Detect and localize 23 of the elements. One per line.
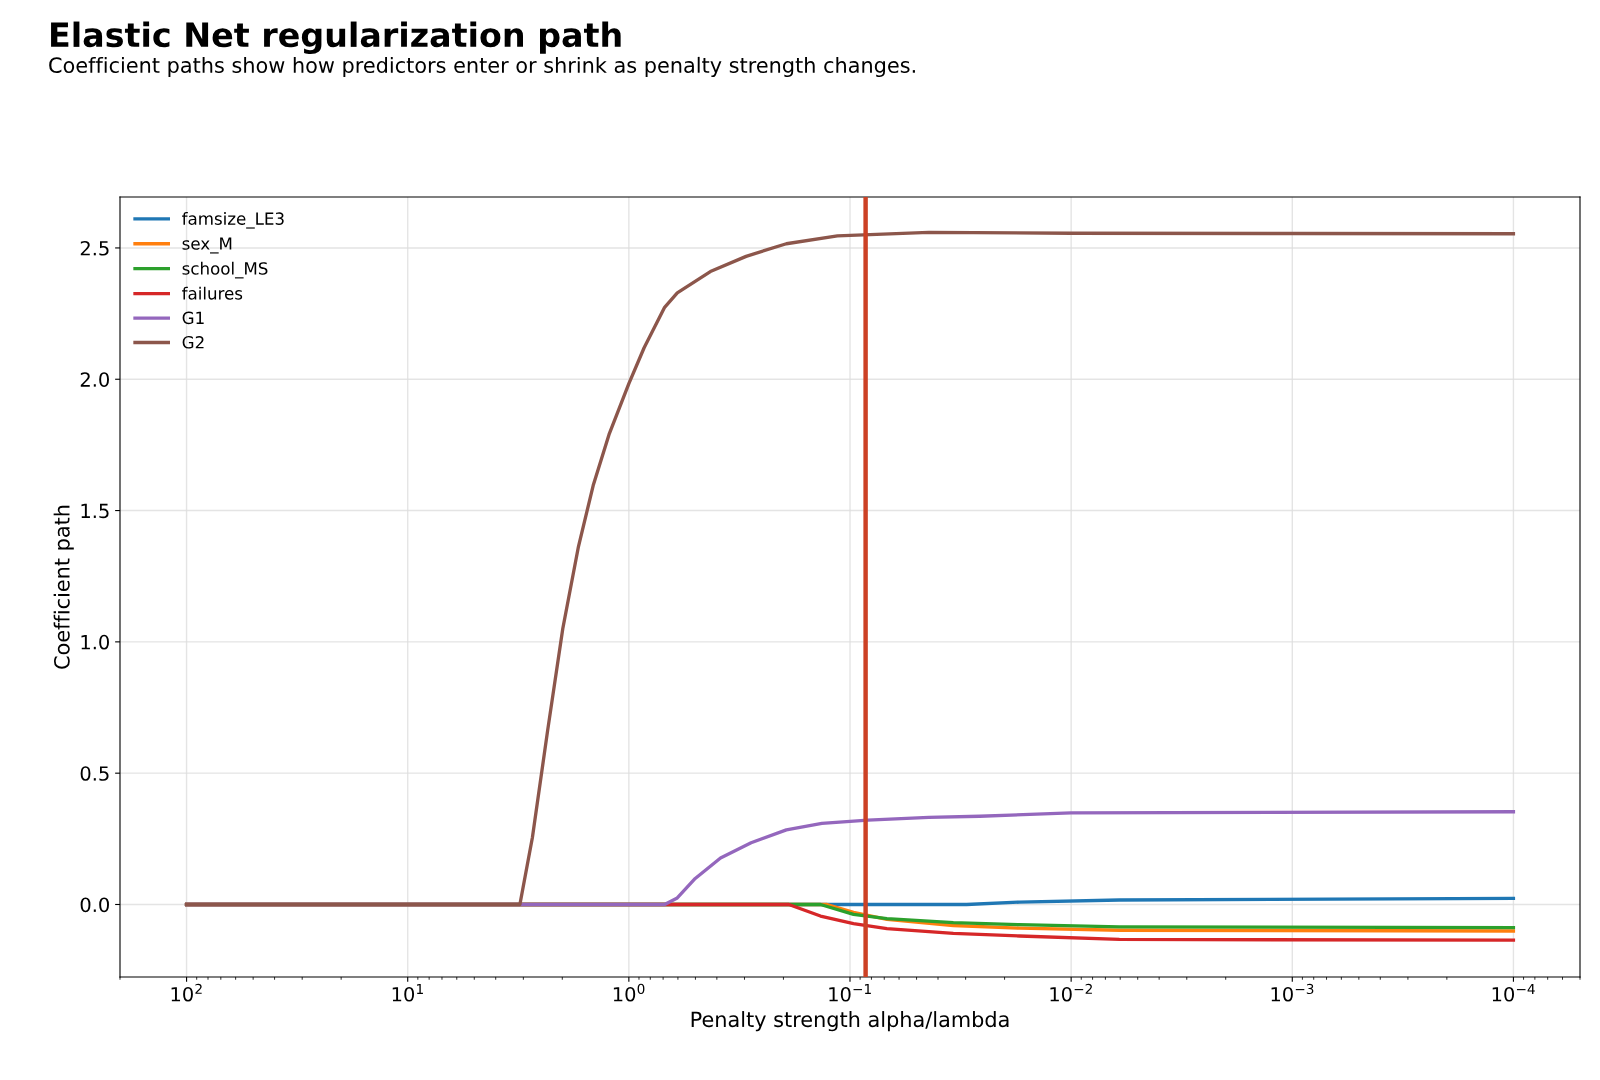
legend-label: G1	[182, 311, 204, 325]
y-tick-label: 1.0	[81, 634, 109, 650]
chart-subtitle: Coefficient paths show how predictors enter or shrink as penalty strength changes.	[49, 56, 915, 78]
x-tick-label: 10$^{2}$	[171, 983, 202, 1002]
y-tick-label: 2.0	[80, 372, 109, 387]
x-tick-label: 10$^{−2}$	[1050, 983, 1092, 1002]
legend-label: G2	[182, 335, 204, 349]
chart-title: Elastic Net regularization path	[51, 21, 621, 55]
legend-label: school_MS	[182, 261, 268, 279]
y-axis-title: Coefficient path	[53, 505, 74, 669]
y-tick-label: 1.5	[81, 503, 109, 519]
x-tick-label: 10$^{1}$	[392, 983, 423, 1002]
x-tick-label: 10$^{−4}$	[1492, 983, 1535, 1002]
x-tick-label: 10$^{−1}$	[829, 983, 871, 1002]
x-axis-title: Penalty strength alpha/lambda	[691, 1011, 1009, 1032]
y-tick-label: 0.5	[80, 766, 109, 781]
legend-label: sex_M	[182, 237, 232, 254]
x-tick-label: 10$^{−3}$	[1271, 983, 1314, 1002]
y-tick-label: 2.5	[80, 240, 109, 256]
legend-label: failures	[182, 286, 243, 300]
y-tick-label: 0.0	[80, 897, 109, 913]
x-tick-label: 10$^{0}$	[613, 983, 645, 1002]
legend-label: famsize_LE3	[182, 211, 284, 229]
